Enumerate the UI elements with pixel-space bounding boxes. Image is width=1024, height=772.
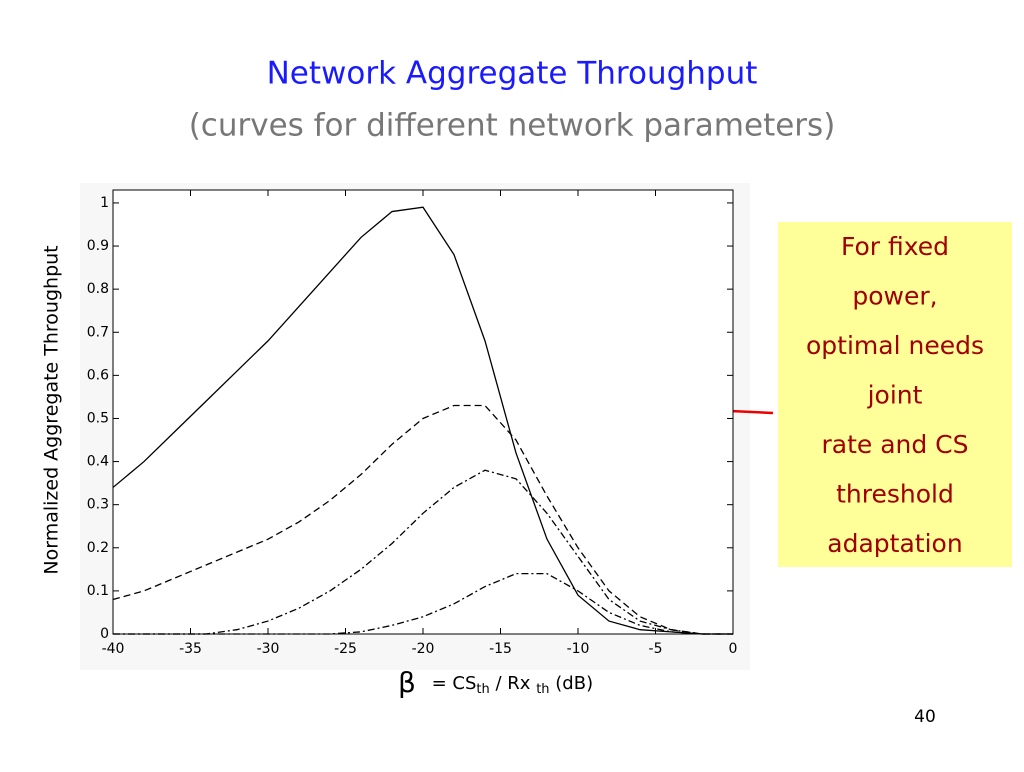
annotation-line: rate and CS [821, 430, 968, 459]
page-number: 40 [914, 707, 936, 727]
x-tick-label: -25 [334, 641, 357, 657]
y-tick-label: 0.7 [87, 324, 109, 340]
annotation-line: optimal needs [806, 331, 984, 360]
x-tick-label: -40 [102, 641, 125, 657]
y-tick-label: 1 [100, 195, 109, 211]
y-tick-label: 0.4 [87, 454, 109, 470]
x-axis-label: β = CSth / Rx th (dB) [398, 666, 593, 699]
x-label-part: / Rx [496, 673, 531, 694]
y-tick-label: 0 [100, 626, 109, 642]
x-label-part: (dB) [555, 673, 593, 694]
annotation: For fixed power, optimal needs joint rate an… [806, 232, 984, 558]
annotation-line: joint [867, 381, 923, 410]
x-tick-label: 0 [729, 641, 738, 657]
series-line [113, 469, 733, 635]
annotation-box [778, 222, 1012, 567]
x-label-sub: th [476, 682, 489, 697]
plot-area [112, 189, 734, 635]
y-tick-label: 0.9 [87, 238, 109, 254]
x-label-part: = CS [432, 673, 477, 694]
x-tick-label: -30 [257, 641, 280, 657]
y-tick-label: 0.1 [87, 583, 109, 599]
y-tick-label: 0.8 [87, 281, 109, 297]
annotation-line: power, [852, 282, 937, 311]
x-label-symbol: β [398, 666, 416, 699]
x-label-sub: th [536, 682, 549, 697]
x-tick-label: -10 [567, 641, 590, 657]
x-tick-label: -5 [649, 641, 663, 657]
series-line [112, 404, 733, 635]
y-tick-label: 0.5 [87, 410, 109, 426]
annotation-line: For fixed [841, 232, 949, 261]
slide-title: Network Aggregate Throughput [267, 56, 758, 92]
y-tick-label: 0.3 [87, 497, 109, 513]
y-tick-label: 0.6 [87, 367, 109, 383]
x-tick-label: -20 [412, 641, 435, 657]
series-line [113, 573, 733, 635]
slide-subtitle: (curves for different network parameters… [189, 108, 836, 144]
x-tick-label: -15 [489, 641, 512, 657]
annotation-line: adaptation [827, 529, 962, 558]
x-tick-label: -35 [179, 641, 202, 657]
annotation-line: threshold [836, 480, 954, 509]
series-line [112, 206, 733, 635]
y-tick-label: 0.2 [87, 540, 109, 556]
y-axis-label: Normalized Aggregate Throughput [41, 245, 63, 574]
